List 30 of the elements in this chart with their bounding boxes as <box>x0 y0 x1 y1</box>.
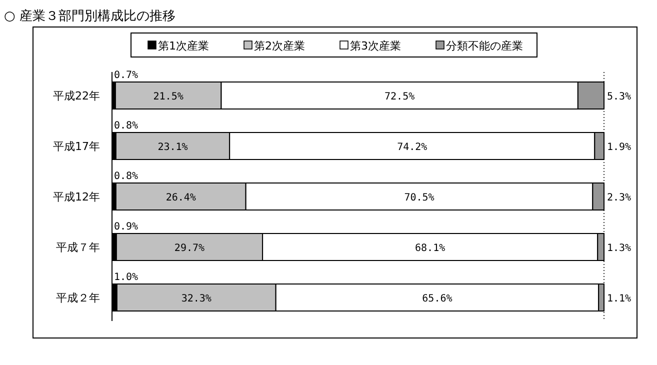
data-label: 29.7% <box>174 243 205 254</box>
data-label: 1.1% <box>607 294 632 304</box>
legend-label: 分類不能の産業 <box>446 40 523 52</box>
data-label: 21.5% <box>153 92 184 102</box>
data-label: 5.3% <box>607 92 632 102</box>
data-label: 26.4% <box>166 192 196 204</box>
y-tick-label: 平成12年 <box>53 190 100 204</box>
legend-label: 第3次産業 <box>350 40 401 52</box>
data-label: 0.8% <box>114 171 138 182</box>
data-label: 32.3% <box>181 294 212 304</box>
chart-title: ○ 産業３部門別構成比の推移 <box>4 8 176 24</box>
y-tick-label: 平成７年 <box>56 241 100 254</box>
data-label: 2.3% <box>607 192 632 204</box>
y-tick-label: 平成17年 <box>53 140 100 153</box>
data-label: 65.6% <box>422 294 452 304</box>
data-label: 70.5% <box>404 192 434 204</box>
y-tick-label: 平成22年 <box>53 90 100 102</box>
data-label: 72.5% <box>384 92 415 102</box>
legend-label: 第1次産業 <box>158 40 209 52</box>
data-label: 74.2% <box>397 142 428 153</box>
legend-label: 第2次産業 <box>254 40 305 52</box>
data-label: 1.9% <box>607 142 632 153</box>
data-label: 0.8% <box>114 120 138 132</box>
data-label: 0.9% <box>114 222 138 232</box>
data-label: 1.3% <box>607 243 632 254</box>
data-label: 1.0% <box>114 272 138 283</box>
data-label: 0.7% <box>114 70 138 81</box>
data-label: 23.1% <box>158 142 188 153</box>
y-tick-label: 平成２年 <box>56 292 100 304</box>
data-label: 68.1% <box>415 243 446 254</box>
